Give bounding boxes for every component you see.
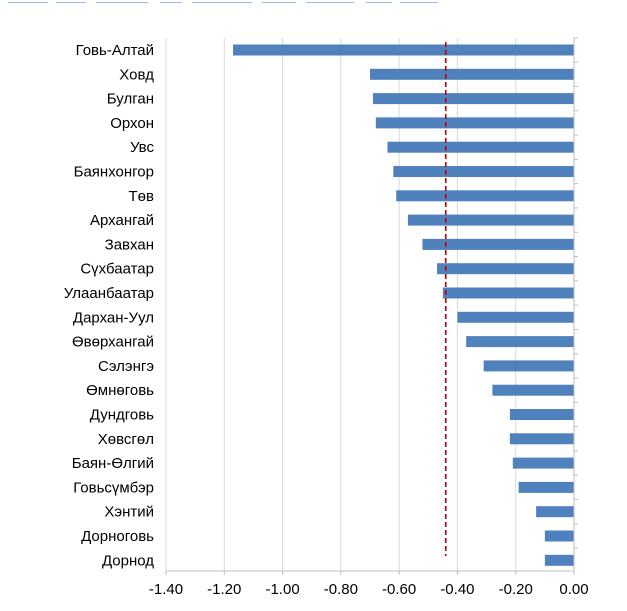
category-label: Говь-Алтай <box>76 42 154 59</box>
bar-17 <box>509 433 574 445</box>
cropped-text-fragment <box>96 2 148 3</box>
category-label: Улаанбаатар <box>64 285 154 302</box>
bar-19 <box>518 481 574 493</box>
cropped-text-fragment <box>160 2 182 3</box>
cropped-text-fragment <box>306 2 354 3</box>
bar-16 <box>509 409 574 420</box>
category-label: Төв <box>129 188 155 205</box>
cropped-text-fragment <box>192 2 252 3</box>
category-label: Дархан-Уул <box>73 309 154 326</box>
category-label: Хэнтий <box>104 504 154 521</box>
cropped-text-fragment <box>56 2 86 3</box>
bar-2 <box>370 68 574 80</box>
category-label: Хөвсгөл <box>98 431 154 448</box>
x-tick-label: -0.20 <box>499 581 533 598</box>
bar-13 <box>466 336 574 348</box>
cropped-text-fragment <box>262 2 296 3</box>
bar-18 <box>512 457 574 469</box>
category-label: Өмнөговь <box>86 382 154 399</box>
bar-9 <box>422 238 574 250</box>
x-tick-label: -0.60 <box>382 581 416 598</box>
bar-6 <box>393 166 574 177</box>
category-label: Дорноговь <box>81 528 154 545</box>
bar-8 <box>407 214 574 226</box>
bar-1 <box>233 44 574 56</box>
bar-12 <box>457 311 574 323</box>
cropped-text-fragment <box>400 2 438 3</box>
x-tick-label: -1.00 <box>265 581 299 598</box>
x-tick-label: -1.40 <box>149 581 183 598</box>
x-tick-label: -1.20 <box>207 581 241 598</box>
category-label: Увс <box>130 139 154 156</box>
category-label: Баян-Өлгий <box>72 455 154 472</box>
category-label: Сүхбаатар <box>80 261 154 278</box>
x-tick-label: 0.00 <box>559 581 588 598</box>
x-tick-label: -0.80 <box>324 581 358 598</box>
bar-20 <box>536 506 574 518</box>
category-label: Говьсүмбэр <box>73 479 154 496</box>
cropped-text-fragment <box>8 2 48 3</box>
bar-14 <box>483 360 574 372</box>
category-label: Ховд <box>119 66 154 83</box>
category-label: Баянхонгор <box>74 164 154 181</box>
bar-21 <box>544 530 574 542</box>
bar-22 <box>544 554 574 566</box>
bar-11 <box>442 287 574 299</box>
bar-7 <box>396 190 574 202</box>
bar-5 <box>387 141 574 153</box>
x-tick-label: -0.40 <box>440 581 474 598</box>
cropped-text-fragment <box>366 2 392 3</box>
cropped-header-strip <box>0 0 627 10</box>
bar-3 <box>372 93 574 105</box>
category-label: Орхон <box>110 115 154 132</box>
category-label: Завхан <box>105 236 154 253</box>
category-label: Архангай <box>90 212 154 229</box>
bar-15 <box>492 384 574 396</box>
category-label: Дундговь <box>90 407 154 424</box>
category-label: Сэлэнгэ <box>98 358 154 375</box>
bar-10 <box>437 263 574 275</box>
category-label: Дорнод <box>102 552 154 569</box>
bar-4 <box>375 117 574 129</box>
category-label: Өвөрхангай <box>72 334 154 351</box>
category-label: Булган <box>107 91 154 108</box>
